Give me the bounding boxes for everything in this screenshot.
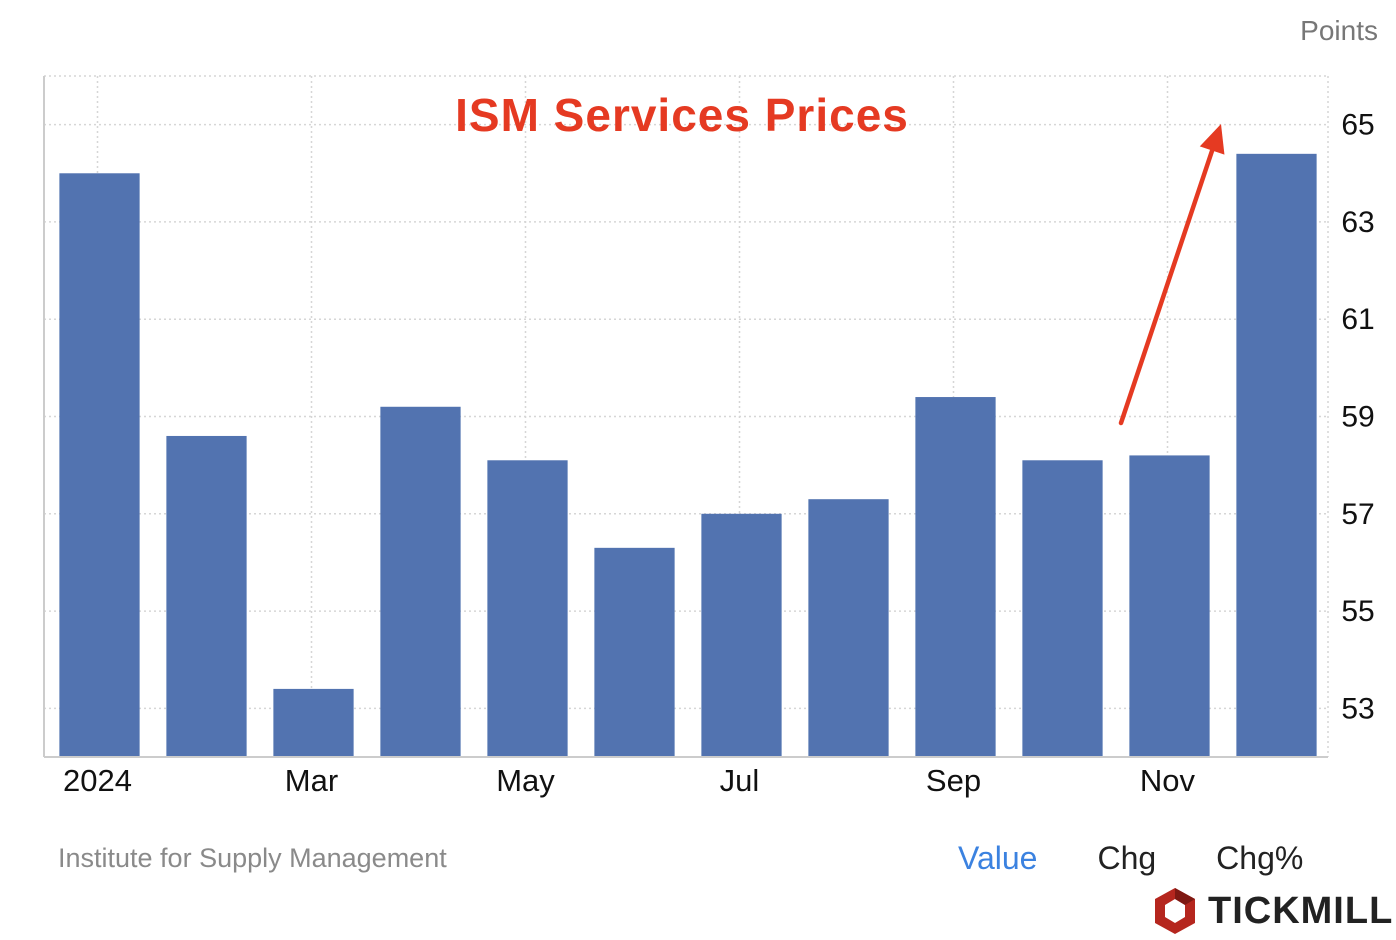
x-tick-label: May (496, 763, 555, 798)
y-tick-label: 53 (1341, 692, 1374, 725)
x-tick-label: 2024 (63, 763, 132, 798)
y-tick-label: 59 (1341, 401, 1374, 434)
bar[interactable] (915, 397, 996, 757)
chart-title: ISM Services Prices (455, 89, 909, 141)
x-tick-label: Sep (926, 763, 981, 798)
bar[interactable] (808, 499, 889, 757)
axes: 53 55 57 59 61 63 65 2024 Mar May Jul Sep Nov (43, 76, 1375, 798)
bar[interactable] (487, 460, 568, 757)
bar[interactable] (1129, 455, 1210, 757)
x-tick-label: Mar (285, 763, 338, 798)
trend-arrow (1118, 124, 1225, 426)
bar[interactable] (1022, 460, 1103, 757)
bar[interactable] (273, 688, 354, 757)
view-tabs: Value Chg Chg% (958, 840, 1303, 877)
tab-chg[interactable]: Chg (1097, 840, 1157, 876)
bars (59, 153, 1317, 758)
bar[interactable] (380, 406, 461, 757)
y-tick-label: 65 (1341, 109, 1374, 142)
bar[interactable] (701, 513, 782, 757)
y-tick-label: 61 (1341, 303, 1374, 336)
tickmill-logo-icon (1155, 888, 1195, 934)
bar[interactable] (1236, 153, 1317, 758)
source-label: Institute for Supply Management (58, 843, 447, 873)
y-tick-label: 63 (1341, 206, 1374, 239)
brand: TICKMILL (1152, 886, 1393, 936)
trend-arrow-shaft (1118, 148, 1215, 426)
tab-value[interactable]: Value (958, 840, 1038, 876)
y-tick-label: 55 (1341, 595, 1374, 628)
y-tick-label: 57 (1341, 498, 1374, 531)
bar[interactable] (59, 173, 140, 758)
brand-name: TICKMILL (1208, 889, 1394, 932)
bar[interactable] (166, 435, 247, 757)
y-unit-label: Points (1300, 15, 1378, 46)
x-tick-label: Jul (720, 763, 760, 798)
x-tick-label: Nov (1140, 763, 1196, 798)
tab-chg-percent[interactable]: Chg% (1216, 840, 1304, 876)
trend-arrow-head (1199, 124, 1225, 155)
bar[interactable] (594, 547, 675, 757)
